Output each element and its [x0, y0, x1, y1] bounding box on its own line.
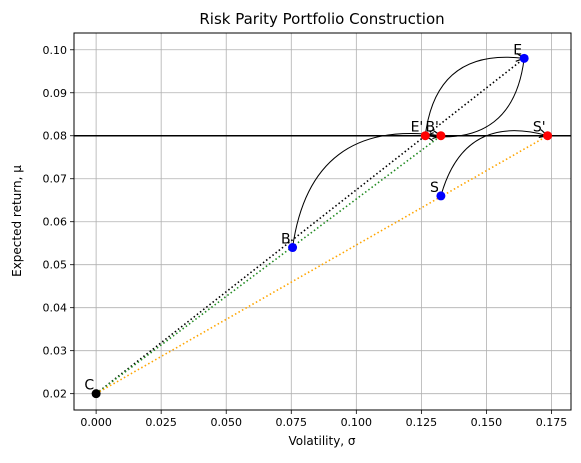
data-point	[543, 131, 553, 141]
x-axis-ticks: 0.000 0.025 0.050 0.075 0.100 0.125 0.150 0.175	[80, 410, 567, 429]
x-tick-label: 0.000	[80, 416, 112, 429]
points	[91, 53, 553, 399]
point-label: B'	[425, 120, 438, 136]
point-label: E'	[411, 120, 424, 136]
y-axis-ticks: 0.02 0.03 0.04 0.05 0.06 0.07 0.08 0.09 0.10	[43, 44, 74, 401]
x-tick-label: 0.050	[210, 416, 242, 429]
point-label: B	[281, 232, 291, 248]
curved-arrow	[440, 131, 548, 197]
y-axis-label: Expected return, μ	[10, 165, 24, 277]
data-point	[288, 243, 298, 253]
chart-title: Risk Parity Portfolio Construction	[199, 10, 444, 28]
y-tick-label: 0.08	[43, 130, 68, 143]
y-tick-label: 0.04	[43, 302, 68, 315]
dotted-line	[95, 135, 548, 395]
point-label: E	[513, 42, 522, 58]
point-label: S'	[533, 120, 546, 136]
y-tick-label: 0.07	[43, 173, 68, 186]
y-tick-label: 0.05	[43, 259, 68, 272]
dotted-line	[95, 57, 525, 395]
x-tick-label: 0.175	[536, 416, 568, 429]
y-tick-label: 0.09	[43, 87, 68, 100]
data-point	[519, 53, 529, 63]
curved-arrow	[292, 133, 441, 248]
y-tick-label: 0.02	[43, 388, 68, 401]
x-axis-label: Volatility, σ	[288, 434, 355, 448]
data-point	[436, 191, 446, 201]
x-tick-label: 0.100	[341, 416, 373, 429]
x-tick-label: 0.025	[145, 416, 177, 429]
data-point	[420, 131, 430, 141]
y-tick-label: 0.06	[43, 216, 68, 229]
x-tick-label: 0.125	[406, 416, 438, 429]
grid	[74, 33, 571, 410]
point-labels: C B S E E' B' S'	[84, 42, 545, 393]
arrows	[292, 57, 548, 248]
point-label: C	[84, 378, 94, 394]
data-point	[91, 389, 101, 399]
x-tick-label: 0.075	[276, 416, 308, 429]
data-point	[436, 131, 446, 141]
x-tick-label: 0.150	[471, 416, 503, 429]
y-tick-label: 0.10	[43, 44, 68, 57]
point-label: S	[430, 180, 439, 196]
series-lines	[95, 57, 548, 395]
y-tick-label: 0.03	[43, 345, 68, 358]
curved-arrow	[424, 57, 524, 136]
